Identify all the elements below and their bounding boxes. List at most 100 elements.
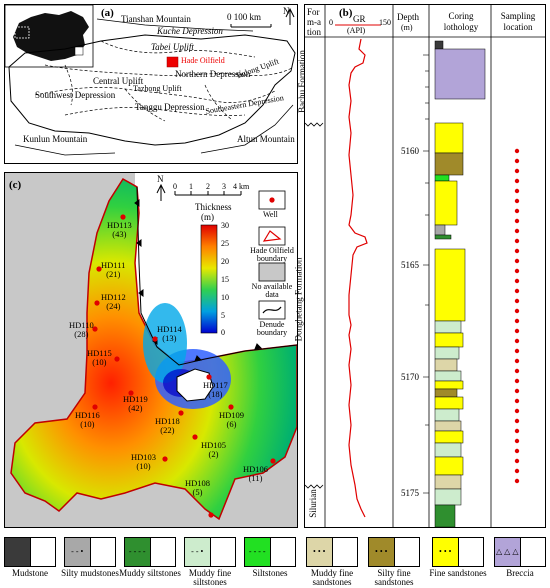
well-label: HD109 (6) xyxy=(219,410,245,429)
legend-label: Muddy fine siltstones xyxy=(188,568,232,588)
north-arrow-a xyxy=(285,7,295,25)
panel-a-basin-map: (a) 0 100 km N Tianshan Mountain Kuche D… xyxy=(4,4,298,164)
legend-pattern: • • • xyxy=(307,538,332,566)
legend-pattern: - - • xyxy=(185,538,210,566)
sampling-dot xyxy=(514,188,520,194)
sampling-dot xyxy=(514,478,520,484)
well-label: HD105 (2) xyxy=(201,440,227,459)
colorbar-tick: 30 xyxy=(221,221,229,230)
label-kuche: Kuche Depression xyxy=(157,26,223,36)
well-label: HD118 (22) xyxy=(155,416,180,435)
legend-pattern: - - • xyxy=(65,538,90,566)
sampling-dots xyxy=(514,148,520,484)
well-markers xyxy=(92,214,276,518)
legend-denude-label: Denude boundary xyxy=(256,320,288,337)
gr-curve xyxy=(348,38,368,518)
colorbar-tick: 10 xyxy=(221,293,229,302)
sampling-dot xyxy=(514,248,520,254)
legend-pattern: - - - - xyxy=(125,538,150,566)
well-marker xyxy=(96,266,102,272)
well-label: HD108 (5) xyxy=(185,478,211,497)
well-log-svg xyxy=(305,5,545,527)
sampling-dot xyxy=(514,468,520,474)
well-marker xyxy=(128,390,134,396)
legend-nodata-icon xyxy=(258,262,286,282)
legend-pattern: △ △ △ xyxy=(495,538,520,566)
legend-swatch: - - - - xyxy=(124,537,176,567)
formation-label: Donghetang Formation xyxy=(293,257,304,342)
legend-pattern: • • • xyxy=(369,538,394,566)
legend-boundary-label: Hade Oilfield boundary xyxy=(250,246,294,263)
legend-nodata-label: No available data xyxy=(251,282,293,299)
well-marker xyxy=(206,374,212,380)
label-kunlun: Kunlun Mountain xyxy=(23,134,88,144)
header-gr: GR xyxy=(353,14,366,24)
label-tabei: Tabei Uplift xyxy=(151,42,194,52)
header-sampling: Sampling location xyxy=(500,11,536,32)
basin-outline xyxy=(8,34,296,146)
sampling-dot xyxy=(514,418,520,424)
legend-label: Muddy siltstones xyxy=(119,568,181,578)
sampling-dot xyxy=(514,148,520,154)
legend-swatch xyxy=(4,537,56,567)
sampling-dot xyxy=(514,208,520,214)
legend-swatch: • • • xyxy=(432,537,484,567)
legend-label: Muddy fine sandstones xyxy=(310,568,354,588)
sampling-dot xyxy=(514,268,520,274)
legend-swatch: - - • xyxy=(64,537,116,567)
sampling-dot xyxy=(514,218,520,224)
header-gr-max: 150 xyxy=(379,18,391,27)
china-inset-highlight xyxy=(14,26,30,39)
legend-swatch: • • • xyxy=(306,537,358,567)
hade-oilfield-marker xyxy=(166,56,179,68)
header-depth-unit: (m) xyxy=(401,23,413,32)
colorbar-tick: 15 xyxy=(221,275,229,284)
sampling-dot xyxy=(514,428,520,434)
well-label: HD110 (28) xyxy=(69,320,94,339)
legend-label: Silty fine sandstones xyxy=(374,568,414,588)
china-outline xyxy=(13,11,89,61)
legend-denude-icon xyxy=(262,306,282,314)
well-label: HD115 (10) xyxy=(87,348,112,367)
sampling-dot xyxy=(514,368,520,374)
scale-label-a: 0 100 km xyxy=(227,12,262,22)
well-label: HD106 (11) xyxy=(243,464,269,483)
sampling-dot xyxy=(514,338,520,344)
sampling-dot xyxy=(514,398,520,404)
sampling-dot xyxy=(514,158,520,164)
legend-label: Siltstones xyxy=(252,568,288,578)
panel-c-thickness-map: (c) N 0 1 2 3 4 km Thickness (m) 30 25 2… xyxy=(4,172,298,528)
well-label: HD119 (42) xyxy=(123,394,148,413)
label-altun: Altun Mountain xyxy=(237,134,295,144)
sampling-dot xyxy=(514,378,520,384)
sampling-dot xyxy=(514,318,520,324)
legend-pattern: • • • xyxy=(433,538,458,566)
sampling-dot xyxy=(514,448,520,454)
well-marker xyxy=(94,300,100,306)
north-label-c: N xyxy=(157,174,164,184)
legend-swatch: - - - - xyxy=(244,537,296,567)
basin-map-svg xyxy=(5,5,296,156)
header-formation: Form-ation xyxy=(307,7,322,37)
scale-bar-a xyxy=(230,24,272,28)
legend-label: Breccia xyxy=(506,568,534,578)
sampling-dot xyxy=(514,328,520,334)
depth-label: 5175 xyxy=(401,488,419,498)
thickness-colorbar xyxy=(200,224,218,334)
sampling-dot xyxy=(514,298,520,304)
legend-well-icon xyxy=(269,197,275,203)
well-label: HD116 (10) xyxy=(75,410,100,429)
well-marker xyxy=(92,404,98,410)
scale-tick: 4 km xyxy=(233,182,250,191)
north-label-a: N xyxy=(283,6,290,16)
colorbar-tick: 0 xyxy=(221,328,225,337)
thickness-map-svg xyxy=(10,173,297,521)
header-depth: Depth xyxy=(397,12,419,22)
formation-label: Silurian xyxy=(307,489,318,518)
sampling-dot xyxy=(514,388,520,394)
formation-boundary xyxy=(305,122,324,127)
panel-c-label: (c) xyxy=(9,179,22,191)
sampling-dot xyxy=(514,458,520,464)
sampling-dot xyxy=(514,178,520,184)
scale-tick: 0 xyxy=(173,182,177,191)
